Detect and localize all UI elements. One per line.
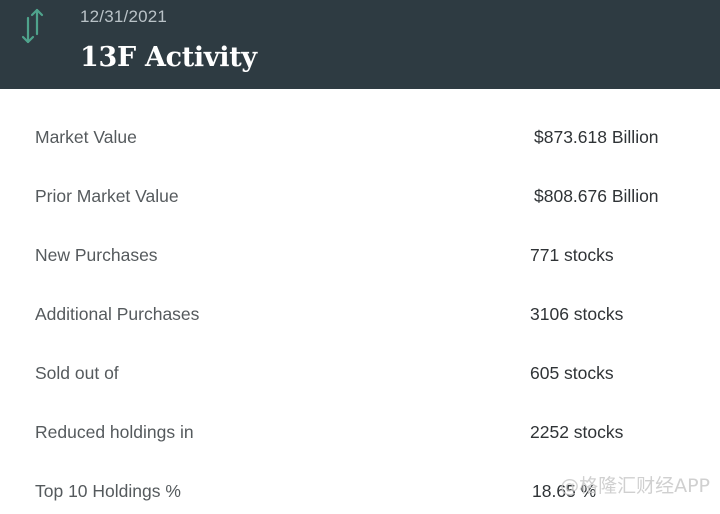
- row-value: 2252 stocks: [530, 422, 624, 442]
- row-label: Market Value: [35, 127, 137, 147]
- row-value: 3106 stocks: [530, 304, 624, 324]
- row-label: Additional Purchases: [35, 304, 200, 324]
- row-value: $873.618 Billion: [534, 127, 659, 147]
- row-label: Prior Market Value: [35, 186, 179, 206]
- row-value: $808.676 Billion: [534, 186, 659, 206]
- row-value: 18.65 %: [532, 481, 597, 501]
- watermark-text: @格隆汇财经APP: [560, 475, 710, 497]
- page-title: 13F Activity: [80, 42, 257, 73]
- header-bar: 12/31/2021 13F Activity: [0, 0, 720, 89]
- row-additional-purchases: Additional Purchases 3106 stocks: [0, 294, 720, 334]
- report-date: 12/31/2021: [80, 7, 168, 26]
- row-label: Reduced holdings in: [35, 422, 194, 442]
- row-top-10-holdings: Top 10 Holdings % 18.65 %: [0, 471, 720, 511]
- row-label: Sold out of: [35, 363, 119, 383]
- row-prior-market-value: Prior Market Value $808.676 Billion: [0, 176, 720, 216]
- row-value: 771 stocks: [530, 245, 614, 265]
- row-label: Top 10 Holdings %: [35, 481, 181, 501]
- row-sold-out-of: Sold out of 605 stocks: [0, 353, 720, 393]
- row-reduced-holdings: Reduced holdings in 2252 stocks: [0, 412, 720, 452]
- sort-arrows-icon: [21, 8, 44, 44]
- row-value: 605 stocks: [530, 363, 614, 383]
- row-market-value: Market Value $873.618 Billion: [0, 117, 720, 157]
- row-label: New Purchases: [35, 245, 158, 265]
- row-new-purchases: New Purchases 771 stocks: [0, 235, 720, 275]
